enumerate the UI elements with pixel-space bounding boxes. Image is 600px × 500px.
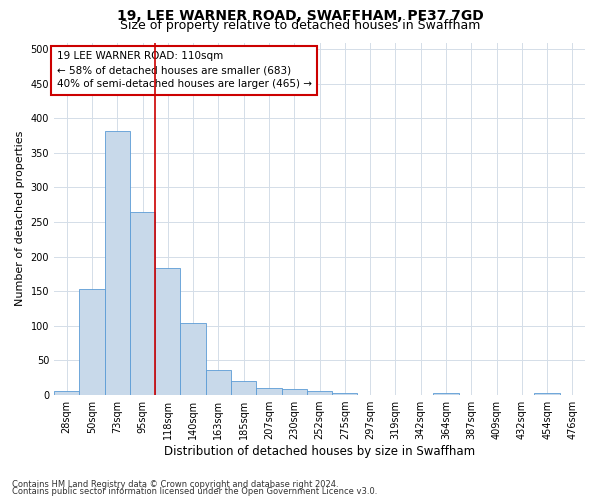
Bar [104, 131, 130, 394]
Bar [155, 268, 181, 394]
X-axis label: Distribution of detached houses by size in Swaffham: Distribution of detached houses by size … [164, 444, 475, 458]
Bar [535, 392, 560, 394]
Text: Contains public sector information licensed under the Open Government Licence v3: Contains public sector information licen… [12, 487, 377, 496]
Bar [332, 393, 358, 394]
Bar [130, 212, 155, 394]
Bar [231, 381, 256, 394]
Bar [307, 391, 332, 394]
Bar [206, 370, 231, 394]
Bar [256, 388, 281, 394]
Text: 19 LEE WARNER ROAD: 110sqm
← 58% of detached houses are smaller (683)
40% of sem: 19 LEE WARNER ROAD: 110sqm ← 58% of deta… [56, 52, 311, 90]
Bar [181, 324, 206, 394]
Text: Size of property relative to detached houses in Swaffham: Size of property relative to detached ho… [120, 19, 480, 32]
Bar [54, 391, 79, 394]
Bar [433, 392, 458, 394]
Y-axis label: Number of detached properties: Number of detached properties [15, 131, 25, 306]
Bar [281, 389, 307, 394]
Bar [79, 289, 104, 395]
Text: 19, LEE WARNER ROAD, SWAFFHAM, PE37 7GD: 19, LEE WARNER ROAD, SWAFFHAM, PE37 7GD [116, 9, 484, 23]
Text: Contains HM Land Registry data © Crown copyright and database right 2024.: Contains HM Land Registry data © Crown c… [12, 480, 338, 489]
